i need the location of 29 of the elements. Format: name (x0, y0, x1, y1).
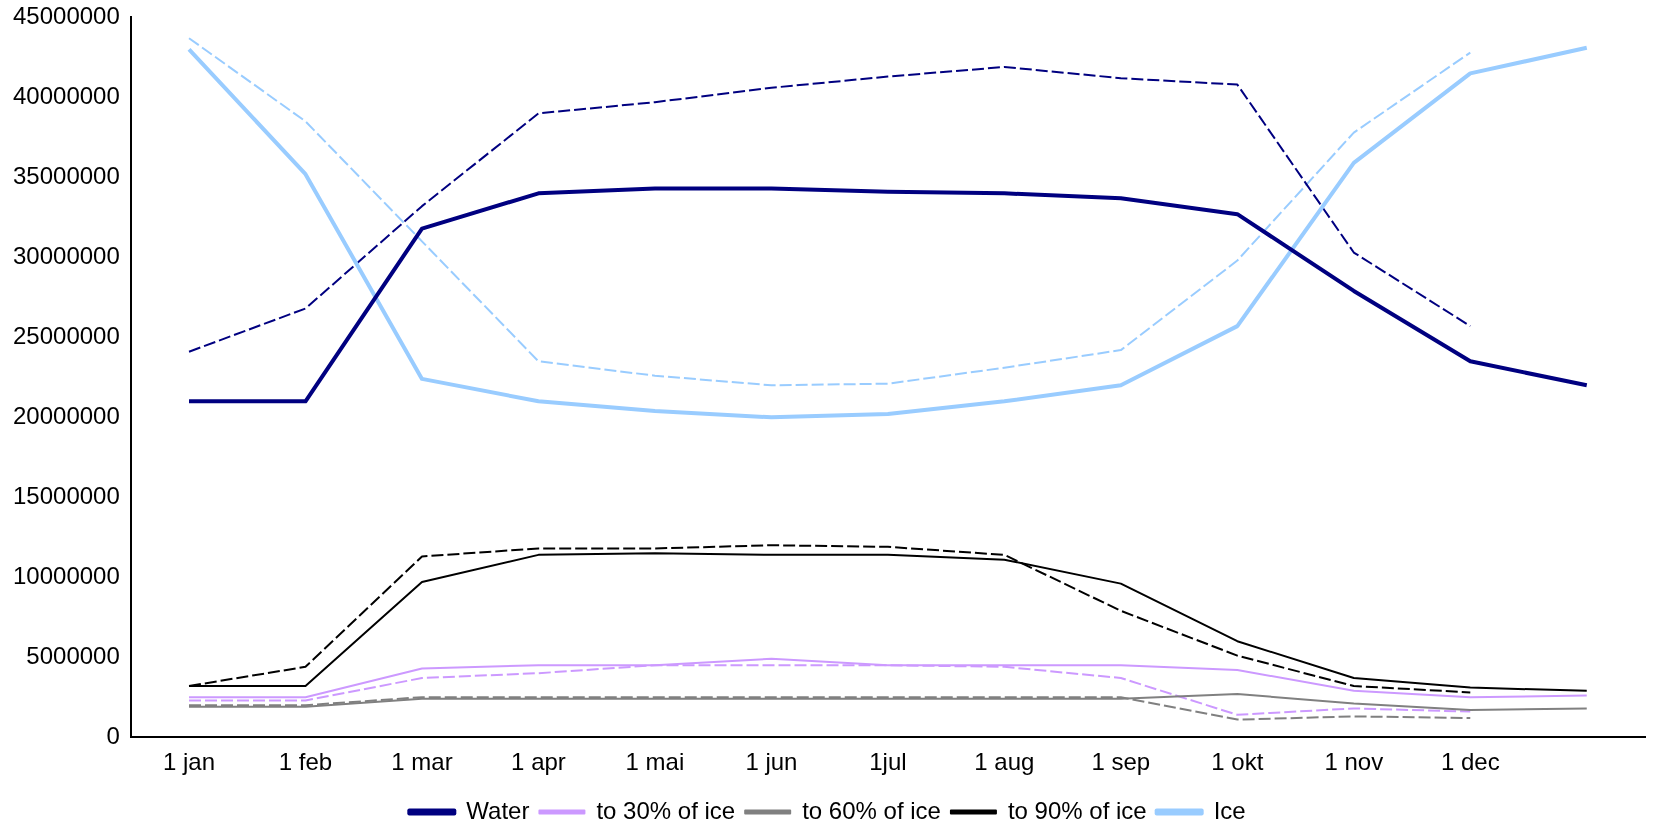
x-tick-label: 1 nov (1324, 748, 1384, 776)
x-tick-label: 1 aug (974, 748, 1035, 776)
x-tick-label: 1 okt (1211, 748, 1264, 776)
y-tick-label: 35000000 (13, 161, 120, 189)
y-tick-label: 5000000 (26, 641, 120, 669)
x-tick-label: 1 jan (163, 748, 216, 776)
legend-label: Ice (1213, 796, 1246, 824)
x-tick-label: 1 sep (1091, 748, 1151, 776)
y-tick-label: 25000000 (13, 321, 120, 349)
x-tick-label: 1jul (869, 748, 907, 776)
y-tick-label: 45000000 (13, 2, 120, 30)
legend-label: to 90% of ice (1007, 796, 1147, 824)
x-tick-label: 1 dec (1440, 748, 1500, 776)
y-tick-label: 10000000 (13, 561, 120, 589)
y-tick-label: 15000000 (13, 481, 120, 509)
y-tick-label: 30000000 (13, 241, 120, 269)
x-tick-label: 1 mar (391, 748, 453, 776)
y-tick-label: 0 (106, 721, 120, 749)
legend-label: to 30% of ice (596, 796, 736, 824)
x-tick-label: 1 apr (511, 748, 566, 776)
legend-label: to 60% of ice (802, 796, 941, 824)
y-tick-label: 20000000 (13, 401, 120, 429)
legend-label: Water (466, 796, 530, 824)
x-tick-label: 1 jun (745, 748, 798, 776)
line-series (188, 65, 1472, 353)
line-series (188, 37, 1472, 387)
x-tick-label: 1 mai (625, 748, 685, 776)
y-tick-label: 40000000 (13, 82, 120, 109)
x-tick-label: 1 feb (278, 748, 333, 776)
